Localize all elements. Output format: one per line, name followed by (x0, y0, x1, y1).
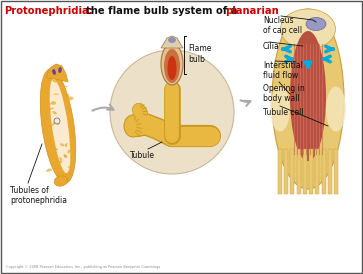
Ellipse shape (164, 49, 180, 83)
Ellipse shape (67, 151, 70, 153)
Ellipse shape (40, 69, 76, 183)
Ellipse shape (51, 122, 56, 126)
Ellipse shape (66, 113, 69, 115)
Ellipse shape (55, 153, 57, 155)
Text: the flame bulb system of a: the flame bulb system of a (79, 6, 241, 16)
Ellipse shape (52, 79, 57, 83)
Text: Tubule cell: Tubule cell (263, 108, 303, 117)
Ellipse shape (66, 94, 69, 98)
Ellipse shape (63, 98, 65, 100)
Ellipse shape (272, 9, 344, 189)
Ellipse shape (49, 108, 54, 110)
Text: Interstitial
fluid flow: Interstitial fluid flow (263, 61, 303, 80)
Ellipse shape (53, 94, 59, 95)
Ellipse shape (52, 69, 56, 75)
Ellipse shape (44, 114, 48, 116)
Text: Copyright © 2008 Pearson Education, Inc., publishing as Pearson Benjamin Cumming: Copyright © 2008 Pearson Education, Inc.… (6, 265, 160, 269)
Text: Opening in
body wall: Opening in body wall (263, 84, 305, 103)
Ellipse shape (60, 143, 64, 146)
Ellipse shape (51, 101, 56, 105)
Ellipse shape (48, 144, 52, 147)
Ellipse shape (49, 158, 56, 162)
Ellipse shape (54, 176, 68, 186)
Ellipse shape (132, 104, 147, 121)
Ellipse shape (65, 144, 67, 147)
Ellipse shape (56, 122, 60, 125)
Bar (278, 149, 282, 194)
Ellipse shape (306, 18, 326, 30)
Bar (328, 149, 332, 194)
Ellipse shape (124, 115, 142, 137)
Ellipse shape (270, 87, 290, 132)
Ellipse shape (59, 157, 62, 161)
Ellipse shape (44, 111, 48, 114)
Bar (334, 149, 338, 194)
Ellipse shape (64, 85, 68, 87)
Text: Flame
bulb: Flame bulb (188, 44, 211, 64)
Ellipse shape (57, 160, 61, 164)
Ellipse shape (52, 147, 58, 150)
Ellipse shape (167, 56, 176, 80)
Ellipse shape (52, 111, 57, 115)
Ellipse shape (64, 154, 68, 158)
Bar (303, 149, 307, 194)
Circle shape (110, 50, 234, 174)
Text: Nucleus
of cap cell: Nucleus of cap cell (263, 16, 302, 35)
Text: Protonephridia:: Protonephridia: (4, 6, 93, 16)
Ellipse shape (68, 167, 70, 168)
Bar (284, 149, 288, 194)
Bar (290, 149, 294, 194)
Text: Tubule: Tubule (130, 151, 155, 160)
Ellipse shape (50, 79, 70, 173)
Bar (297, 149, 301, 194)
Ellipse shape (326, 87, 346, 132)
Ellipse shape (46, 169, 52, 172)
Text: Tubules of
protonephridia: Tubules of protonephridia (10, 186, 67, 206)
Ellipse shape (59, 161, 63, 163)
Ellipse shape (45, 103, 51, 106)
Ellipse shape (281, 9, 335, 49)
Ellipse shape (168, 38, 175, 42)
Ellipse shape (290, 31, 326, 161)
Ellipse shape (64, 155, 66, 158)
Ellipse shape (49, 133, 54, 137)
Text: planarian: planarian (225, 6, 279, 16)
Polygon shape (46, 64, 68, 82)
Ellipse shape (161, 43, 183, 85)
Ellipse shape (60, 173, 65, 175)
Ellipse shape (43, 78, 48, 81)
Bar (309, 149, 313, 194)
Ellipse shape (67, 97, 74, 100)
Polygon shape (161, 36, 183, 48)
Text: Cilia: Cilia (263, 42, 280, 51)
Bar (315, 149, 319, 194)
Ellipse shape (68, 150, 72, 152)
Ellipse shape (65, 143, 68, 144)
Ellipse shape (47, 125, 49, 128)
Ellipse shape (58, 67, 62, 73)
Bar (322, 149, 326, 194)
